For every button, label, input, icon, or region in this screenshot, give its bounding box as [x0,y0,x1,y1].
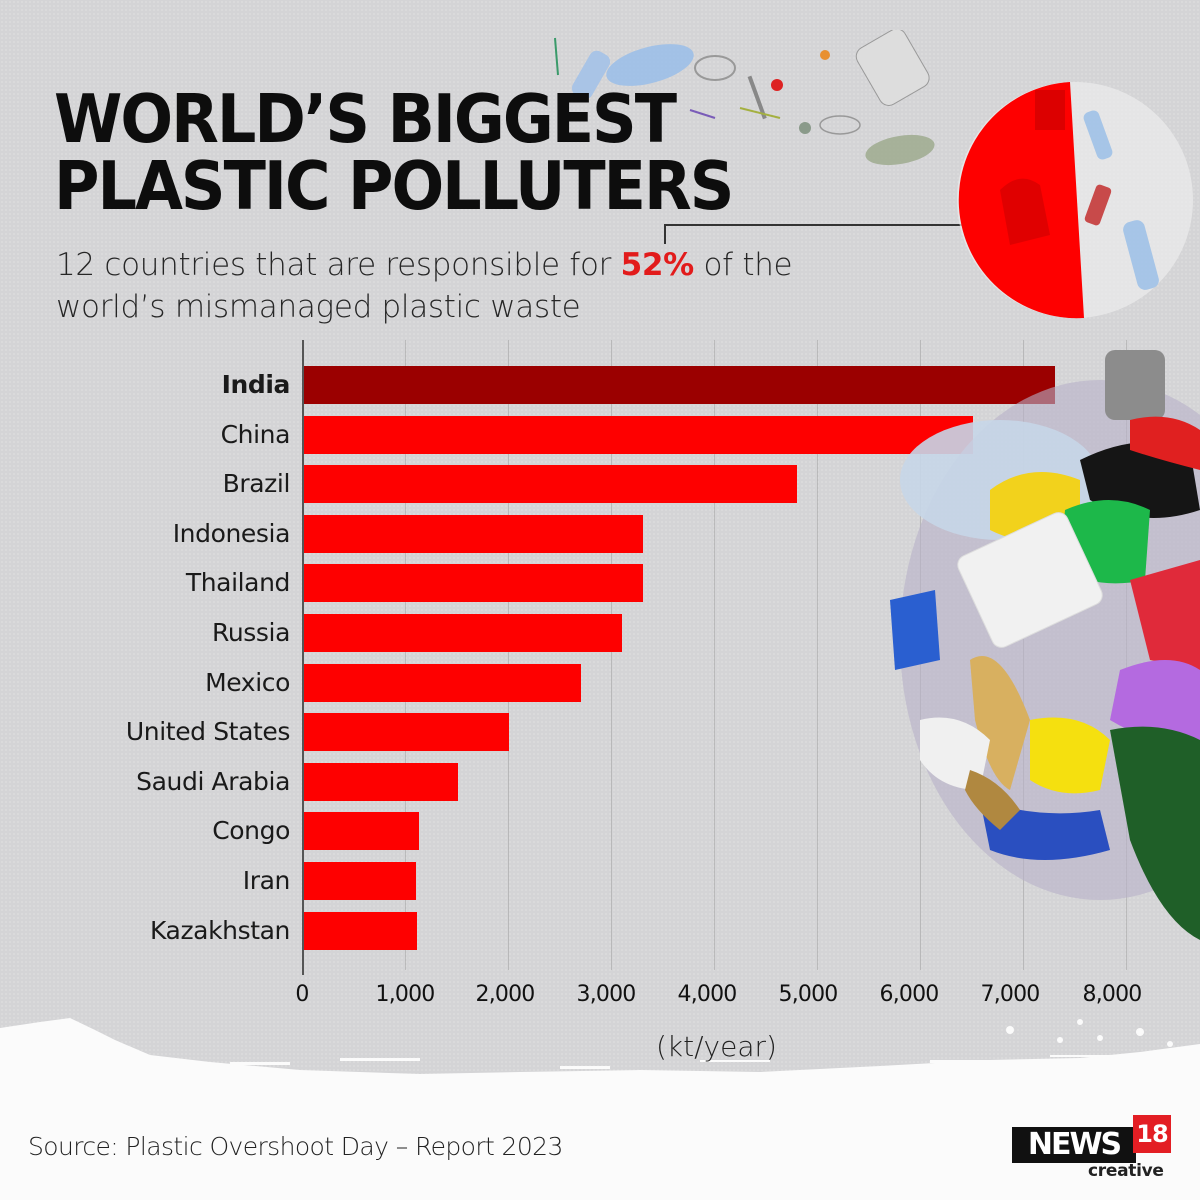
bar [303,762,458,801]
bar [303,911,418,950]
bar-row: China [0,415,1200,454]
bar-category-label: Saudi Arabia [136,766,290,796]
x-tick-label: 6,000 [879,982,940,1007]
bar [303,614,623,652]
gridline [817,340,818,970]
x-tick-label: 5,000 [778,982,839,1007]
x-tick-label: 2,000 [475,982,536,1007]
news18-creative-logo: NEWS 18 creative [1012,1115,1184,1183]
bar-category-label: China [220,419,291,449]
bar [303,663,582,702]
bar-category-label: Indonesia [172,518,291,548]
bar-category-label: Russia [211,618,290,647]
subtitle-text: 12 countries that are responsible for [56,247,621,283]
bar [303,812,420,851]
gridline [611,340,612,970]
bar-row: Indonesia [0,514,1200,553]
x-tick-label: 4,000 [677,982,738,1007]
bar-category-label: Mexico [205,667,290,697]
logo-creative-text: creative [1088,1161,1164,1181]
bar-category-label: Thailand [185,568,291,598]
bar-row: Brazil [0,465,1200,504]
share-pie-chart [957,82,1193,319]
gridline [405,340,406,970]
gridline [714,340,715,970]
subtitle: 12 countries that are responsible for 52… [56,244,836,328]
x-tick-label: 0 [295,982,309,1007]
pie-callout-line [664,224,1004,226]
bar-category-label: India [221,370,291,399]
x-tick-label: 3,000 [576,982,637,1007]
pie-callout-tick [664,224,666,244]
bar [303,514,643,553]
bar-category-label: Brazil [222,469,291,499]
bar-row: Iran [0,862,1200,900]
bar [303,465,798,504]
plastic-items-decoration [554,30,935,166]
bar-row: Congo [0,812,1200,851]
logo-number-badge: 18 [1133,1115,1171,1153]
x-axis-label: (kt/year) [656,1030,777,1063]
bar-row: United States [0,713,1200,752]
bar-row: Kazakhstan [0,911,1200,950]
bar-chart: India China Brazil Indonesia Thailand Russia M… [0,340,1200,1063]
bar-category-label: Iran [242,866,291,895]
title-line-1: WORLD’S BIGGEST [54,79,677,159]
footer-background [0,1080,1200,1200]
bar-category-label: Congo [212,816,290,846]
bar [303,862,417,900]
title-line-2: PLASTIC POLLUTERS [54,146,734,226]
bar [303,366,1055,404]
bar [303,415,973,454]
subtitle-highlight-percent: 52% [620,247,695,283]
bar-row: Saudi Arabia [0,762,1200,801]
x-tick-label: 8,000 [1082,982,1143,1007]
bar-category-label: Kazakhstan [149,915,290,945]
logo-news-text: NEWS [1012,1127,1136,1163]
plastic-waste-pile-image [890,350,1200,940]
bar-row: Russia [0,614,1200,652]
x-tick-label: 1,000 [375,982,436,1007]
y-axis-line [302,340,304,975]
bar [303,564,643,603]
page-title: WORLD’S BIGGEST PLASTIC POLLUTERS [54,79,734,226]
brush-stroke-decoration [0,1018,1200,1100]
bar-category-label: United States [125,717,290,747]
bar-row: Thailand [0,564,1200,603]
source-note: Source: Plastic Overshoot Day – Report 2… [28,1132,563,1161]
gridline [508,340,509,970]
bar [303,713,509,752]
bar-row: India [0,366,1200,404]
bar-row: Mexico [0,663,1200,702]
x-tick-label: 7,000 [980,982,1041,1007]
subtitle-text-end: of the world’s mismanaged plastic waste [56,247,793,325]
